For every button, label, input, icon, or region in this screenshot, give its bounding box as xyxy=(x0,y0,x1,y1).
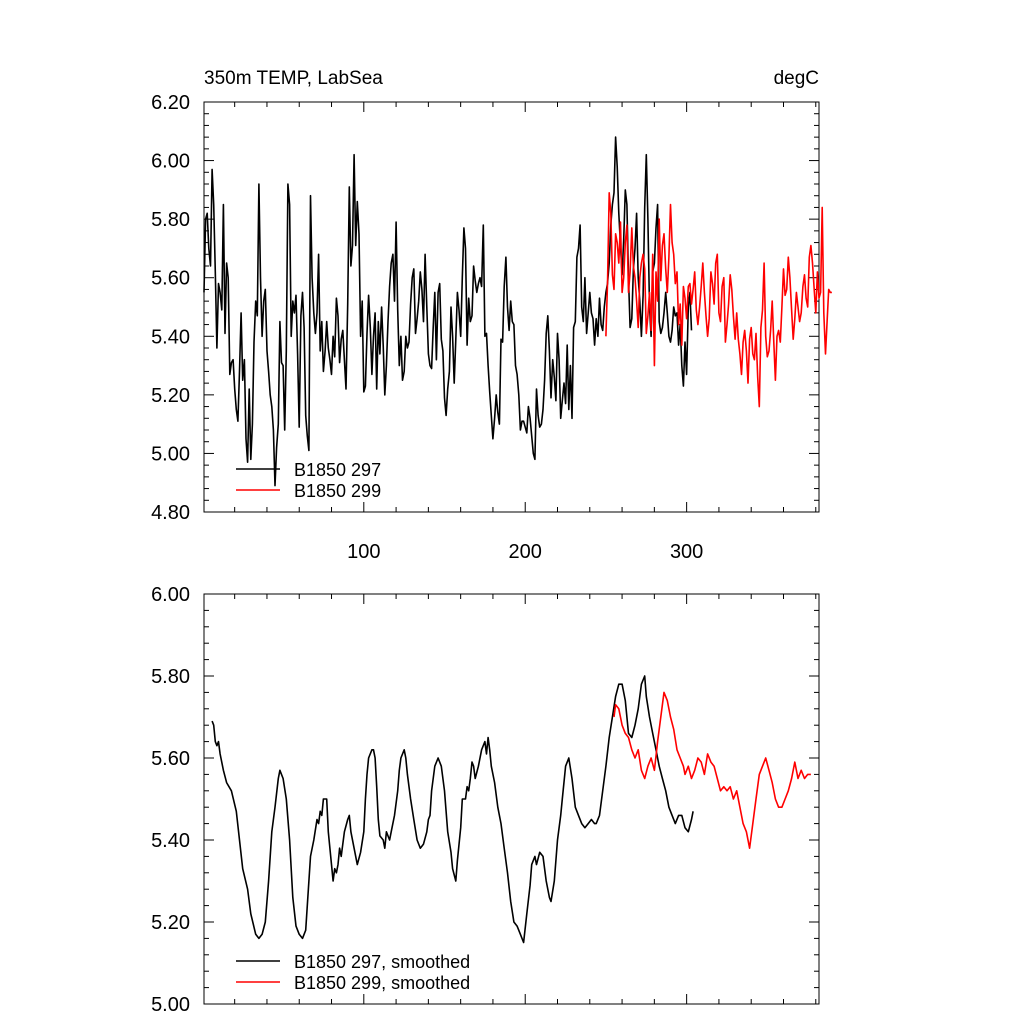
panel0-x-tick-label: 100 xyxy=(347,541,380,563)
bottom-tick-labels: 5.00 5.20 5.40 5.60 5.80 6.00 xyxy=(151,584,190,1016)
top-panel: 4.80 5.00 5.20 5.40 5.60 5.80 6.00 6.20 100 200 30… xyxy=(151,68,832,563)
top-tick-marks xyxy=(204,101,819,513)
top-tick-labels: 4.80 5.00 5.20 5.40 5.60 5.80 6.00 6.20 100 200 30… xyxy=(151,92,703,563)
top-legend: B1850 297 B1850 299 xyxy=(236,460,381,501)
panel0-y-tick-label: 5.20 xyxy=(151,385,190,407)
panel1-y-tick-label: 5.20 xyxy=(151,912,190,934)
panel0-x-tick-label: 200 xyxy=(509,541,542,563)
top-legend-label-297: B1850 297 xyxy=(294,460,381,480)
panel0-y-tick-label: 5.40 xyxy=(151,326,190,348)
bottom-series-lines xyxy=(211,675,811,944)
panel0-x-tick-label: 300 xyxy=(670,541,703,563)
top-chart-title: 350m TEMP, LabSea xyxy=(204,68,383,89)
panel0-y-tick-label: 4.80 xyxy=(151,502,190,524)
panel0-y-tick-label: 6.00 xyxy=(151,151,190,173)
bottom-legend: B1850 297, smoothed B1850 299, smoothed xyxy=(236,952,470,993)
panel1-series-299-line xyxy=(613,691,811,850)
panel1-y-tick-label: 6.00 xyxy=(151,584,190,606)
top-plot-frame xyxy=(203,101,820,513)
panel0-y-tick-label: 5.00 xyxy=(151,443,190,465)
panel0-series-297-line xyxy=(203,136,693,487)
bottom-tick-marks xyxy=(204,593,819,1005)
panel1-y-tick-label: 5.40 xyxy=(151,830,190,852)
top-chart-units: degC xyxy=(774,68,819,89)
panel1-y-tick-label: 5.60 xyxy=(151,748,190,770)
panel0-y-tick-label: 5.60 xyxy=(151,268,190,290)
bottom-plot-frame xyxy=(203,593,820,1005)
panel1-series-297-line xyxy=(211,675,694,944)
panel0-y-tick-label: 6.20 xyxy=(151,92,190,114)
panel0-series-299-line xyxy=(605,192,832,408)
panel1-y-tick-label: 5.80 xyxy=(151,666,190,688)
bottom-panel: 5.00 5.20 5.40 5.60 5.80 6.00 B1850 297, smoo… xyxy=(151,584,820,1016)
panel0-y-tick-label: 5.80 xyxy=(151,209,190,231)
bottom-legend-label-299: B1850 299, smoothed xyxy=(294,973,470,993)
bottom-legend-label-297: B1850 297, smoothed xyxy=(294,952,470,972)
top-legend-label-299: B1850 299 xyxy=(294,481,381,501)
panel1-y-tick-label: 5.00 xyxy=(151,994,190,1016)
top-series-lines xyxy=(203,136,832,487)
